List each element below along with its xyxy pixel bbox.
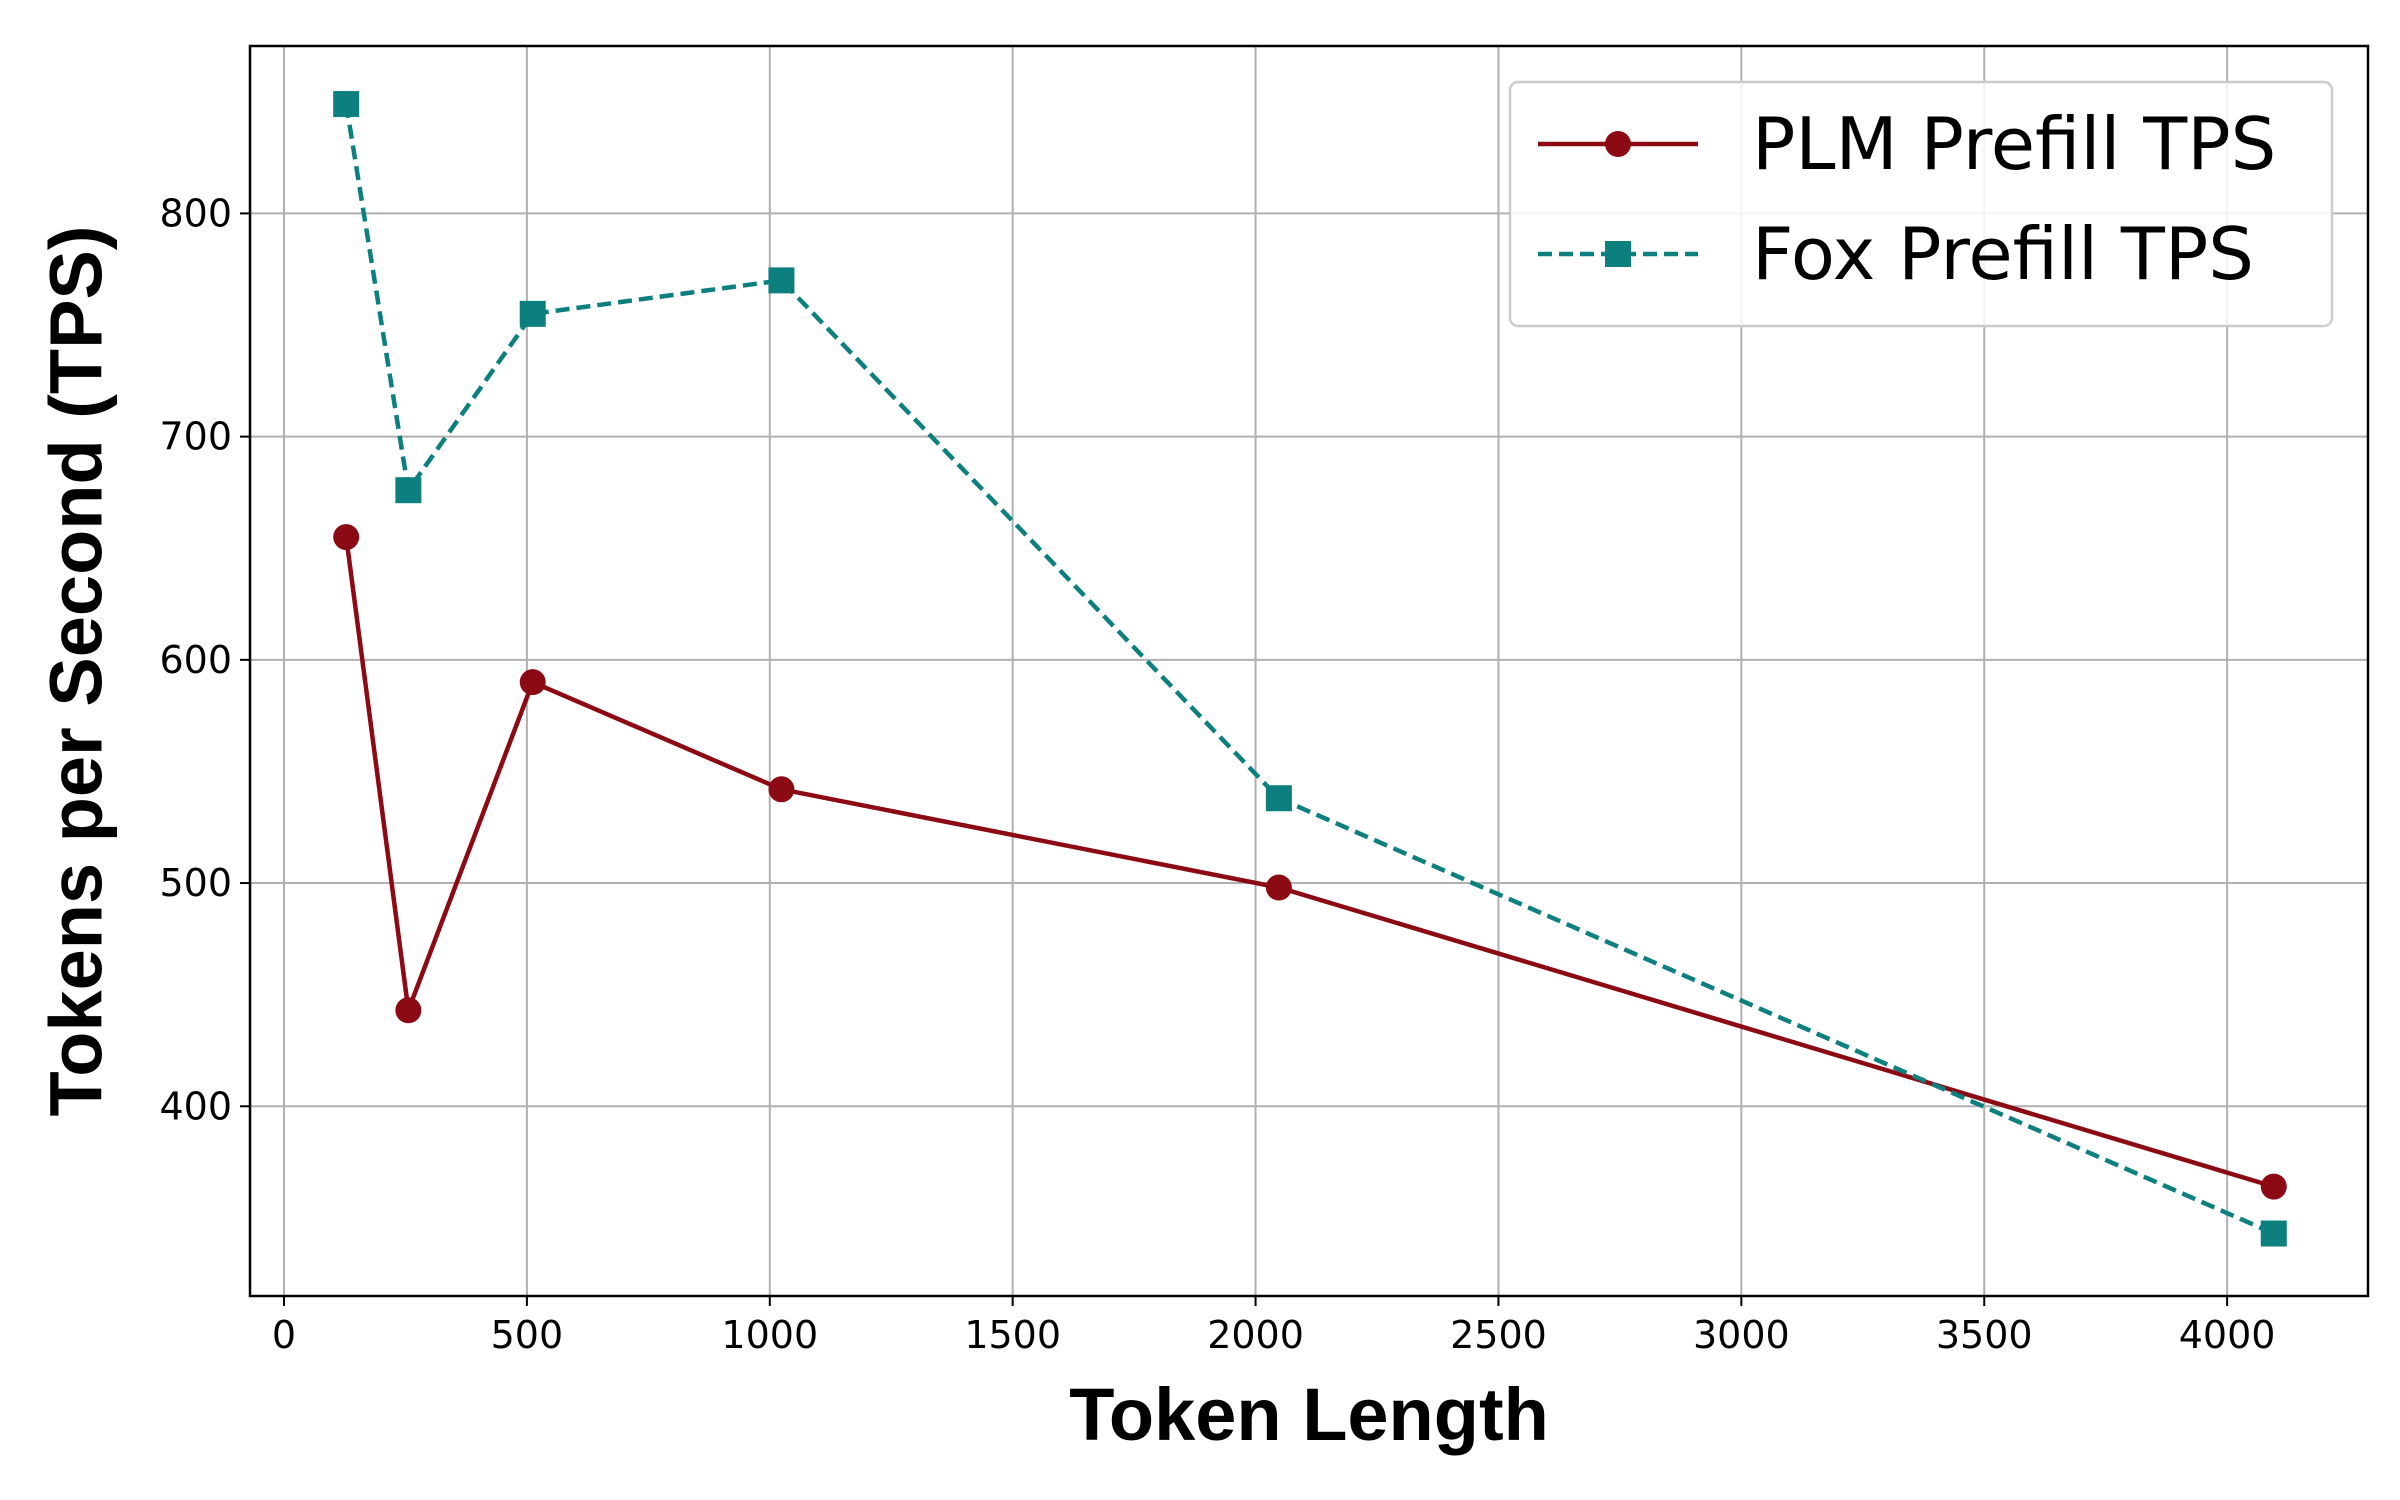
legend-marker-sample xyxy=(1605,131,1631,157)
legend-marker-sample xyxy=(1605,241,1631,267)
plot-frame xyxy=(248,44,2370,1298)
y-tick-label: 600 xyxy=(159,638,232,682)
data-point xyxy=(1265,874,1292,901)
series-line xyxy=(343,103,2275,1236)
x-tick-label: 500 xyxy=(491,1313,564,1357)
data-point xyxy=(395,997,422,1024)
series-layer xyxy=(333,91,2287,1247)
y-tick-label: 400 xyxy=(159,1084,232,1128)
y-axis-title: Tokens per Second (TPS) xyxy=(35,226,118,1117)
legend-entry-fox: Fox Prefill TPS xyxy=(1538,212,2254,296)
series-0 xyxy=(333,524,2287,1200)
legend-label-fox: Fox Prefill TPS xyxy=(1752,212,2254,296)
series-1 xyxy=(333,91,2287,1247)
x-axis-title: Token Length xyxy=(1069,1373,1549,1456)
data-point xyxy=(2260,1173,2287,1200)
x-tick-label: 0 xyxy=(272,1313,296,1357)
data-point xyxy=(519,300,546,327)
data-point xyxy=(519,669,546,696)
x-tick-label: 3500 xyxy=(1936,1313,2033,1357)
data-point xyxy=(768,267,795,294)
y-tick-label: 800 xyxy=(159,191,232,235)
data-point xyxy=(1265,785,1292,812)
x-tick-label: 1500 xyxy=(964,1313,1061,1357)
legend-entry-plm: PLM Prefill TPS xyxy=(1538,102,2276,186)
legend-box xyxy=(1508,80,2334,328)
data-point xyxy=(333,524,360,551)
legend-label-plm: PLM Prefill TPS xyxy=(1752,102,2276,186)
y-tick-label: 500 xyxy=(159,861,232,905)
x-tick-label: 1000 xyxy=(721,1313,818,1357)
data-point xyxy=(2260,1220,2287,1247)
legend: PLM Prefill TPS Fox Prefill TPS xyxy=(1508,80,2334,328)
x-tick-label: 3000 xyxy=(1693,1313,1790,1357)
axis-ticks: 0 500 1000 1500 2000 2500 3000 3500 4000 400 500 60… xyxy=(159,191,2275,1357)
x-tick-label: 2000 xyxy=(1207,1313,1304,1357)
data-point xyxy=(768,776,795,803)
x-tick-label: 4000 xyxy=(2179,1313,2276,1357)
y-tick-label: 700 xyxy=(159,415,232,459)
x-tick-label: 2500 xyxy=(1450,1313,1547,1357)
data-point xyxy=(333,91,360,118)
data-point xyxy=(395,477,422,504)
series-line xyxy=(343,536,2275,1189)
